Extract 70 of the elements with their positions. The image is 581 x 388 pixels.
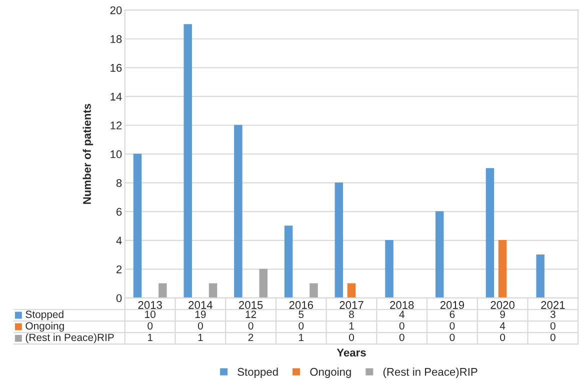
data-label: 0 xyxy=(148,322,153,330)
x-tick-label: 2013 xyxy=(138,301,162,309)
text: (Rest in Peace)RIP xyxy=(383,368,478,378)
bar xyxy=(498,240,507,298)
data-label: 0 xyxy=(349,334,354,342)
bar xyxy=(536,254,544,298)
data-label: 0 xyxy=(500,334,506,342)
data-label: 0 xyxy=(399,334,404,342)
data-label: 5 xyxy=(298,310,304,318)
bar xyxy=(310,283,318,298)
bar xyxy=(486,168,494,298)
bar xyxy=(208,283,218,298)
data-label: 1 xyxy=(349,322,354,330)
data-label: 1 xyxy=(148,334,152,341)
x-tick-label: 2019 xyxy=(440,301,464,309)
data-label: 4 xyxy=(500,322,506,330)
data-label: 1 xyxy=(198,334,203,341)
y-tick-label: 20 xyxy=(110,6,122,14)
x-tick-label: 2021 xyxy=(541,301,565,309)
data-label: 19 xyxy=(195,310,206,318)
bar xyxy=(284,226,293,298)
bar xyxy=(184,24,192,298)
x-tick-label: 2015 xyxy=(239,301,263,309)
data-label: 4 xyxy=(399,310,404,318)
data-label: 0 xyxy=(399,322,404,330)
data-label: 1 xyxy=(299,334,304,341)
y-tick-label: 14 xyxy=(110,92,122,100)
data-label: 3 xyxy=(550,310,556,318)
y-tick-label: 6 xyxy=(116,208,122,216)
y-axis-title: Number of patients xyxy=(82,104,94,204)
y-tick-label: 16 xyxy=(110,64,122,72)
text: Stopped xyxy=(26,310,64,320)
data-label: 10 xyxy=(145,310,156,318)
data-label: 0 xyxy=(450,322,455,330)
data-label: 0 xyxy=(298,322,304,330)
bar xyxy=(347,283,356,298)
bar xyxy=(334,182,344,298)
x-tick-label: 2018 xyxy=(390,301,414,309)
bar xyxy=(158,283,167,298)
bar xyxy=(259,268,268,298)
bar xyxy=(234,124,242,298)
x-tick-label: 2016 xyxy=(289,301,314,309)
data-label: 0 xyxy=(550,322,556,330)
x-tick-label: 2014 xyxy=(188,301,212,309)
bar xyxy=(435,211,444,298)
x-tick-label: 2020 xyxy=(490,301,514,309)
y-tick-label: 0 xyxy=(116,294,122,302)
data-label: 0 xyxy=(550,334,556,342)
y-tick-label: 12 xyxy=(110,122,122,130)
x-axis-title: Years xyxy=(336,348,366,357)
y-tick-label: 18 xyxy=(110,35,122,44)
data-label: 2 xyxy=(248,334,254,341)
legend-label: (Rest in Peace)RIP xyxy=(26,333,114,344)
data-label: 0 xyxy=(248,322,254,330)
legend-label: Stopped xyxy=(238,368,278,378)
bar xyxy=(133,154,142,298)
x-tick-label: 2017 xyxy=(340,301,364,309)
legend-label: Ongoing xyxy=(310,368,351,378)
data-label: 6 xyxy=(450,310,455,318)
y-tick-label: 8 xyxy=(116,179,122,187)
data-label: 8 xyxy=(349,310,354,318)
y-tick-label: 4 xyxy=(116,236,122,244)
data-label: 12 xyxy=(246,310,256,318)
bar xyxy=(385,240,394,298)
data-label: 9 xyxy=(500,310,505,318)
text: Ongoing xyxy=(26,322,64,332)
y-tick-label: 2 xyxy=(116,265,122,274)
data-label: 0 xyxy=(198,322,203,330)
data-label: 0 xyxy=(450,334,455,342)
y-tick-label: 10 xyxy=(110,150,122,158)
